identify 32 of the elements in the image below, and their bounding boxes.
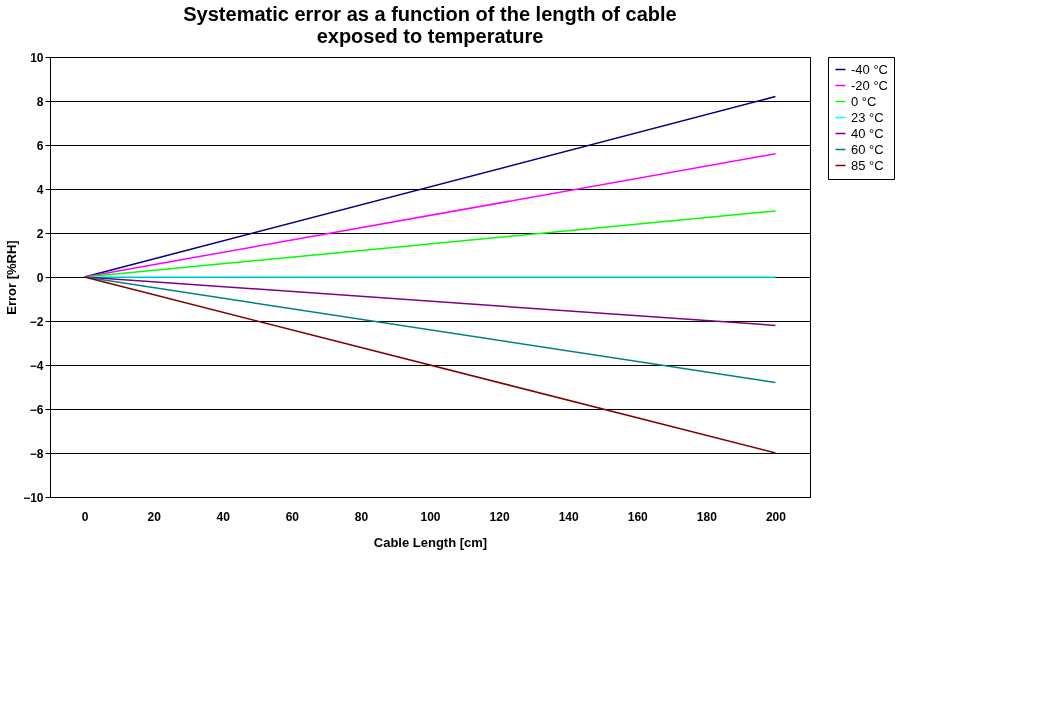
chart-title: Systematic error as a function of the length of cable exposed to temperature — [183, 3, 677, 47]
legend-label: -40 °C — [851, 61, 888, 77]
y-axis-title: Error [%RH] — [4, 240, 20, 315]
y-tick-label: −10 — [23, 490, 44, 505]
y-tick-label: 8 — [36, 94, 44, 109]
legend-label: -20 °C — [851, 77, 888, 93]
y-tick-label: −2 — [29, 314, 44, 329]
y-tick-label: 6 — [36, 138, 44, 153]
x-axis-title: Cable Length [cm] — [373, 534, 488, 550]
y-tick-label: 2 — [36, 226, 44, 241]
y-tick-label: −4 — [29, 358, 44, 373]
x-tick-label: 160 — [627, 509, 649, 524]
x-tick-label: 40 — [216, 509, 231, 524]
y-tick-label: −8 — [29, 446, 44, 461]
x-tick-label: 140 — [558, 509, 580, 524]
x-tick-label: 0 — [81, 509, 89, 524]
legend-label: 23 °C — [851, 109, 884, 125]
x-tick-label: 80 — [354, 509, 369, 524]
legend-label: 0 °C — [851, 93, 877, 109]
y-tick-label: 0 — [36, 270, 44, 285]
x-tick-label: 180 — [696, 509, 718, 524]
x-tick-label: 100 — [420, 509, 441, 524]
y-tick-label: 10 — [30, 50, 44, 65]
legend-label: 40 °C — [851, 125, 884, 141]
legend-label: 60 °C — [851, 141, 884, 157]
y-tick-label: −6 — [29, 402, 44, 417]
legend-label: 85 °C — [851, 157, 884, 173]
x-tick-label: 200 — [765, 509, 787, 524]
x-tick-label: 60 — [285, 509, 300, 524]
x-tick-label: 20 — [147, 509, 162, 524]
x-tick-label: 120 — [489, 509, 510, 524]
y-tick-label: 4 — [36, 182, 44, 197]
